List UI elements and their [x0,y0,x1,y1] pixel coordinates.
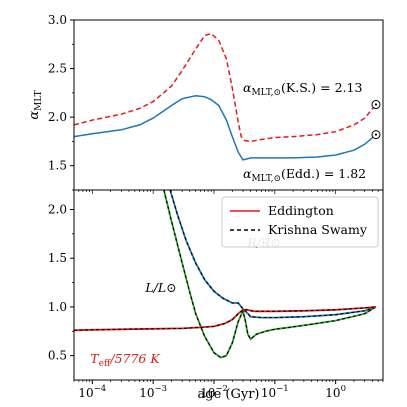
sun-marker-dot-1 [374,133,378,136]
label-teff: Teff/5776 K [90,351,160,369]
annotation-ks-part-1: MLT,⊙ [251,88,281,98]
bottom-frame [73,189,384,381]
xtick-label-exp-2: −2 [215,384,228,394]
bottom-series-overlay-2 [74,306,377,331]
xtick-label-exp-3: −1 [276,384,289,394]
top-ylabel-sub: MLT [34,90,44,110]
bottom-ytick-label-1: 1.0 [48,300,67,314]
bottom-ytick-label-0: 0.5 [48,349,67,363]
label-teff-part-2: /5776 K [109,351,160,366]
annotation-edd: αMLT,⊙(Edd.) = 1.82 [243,166,366,184]
top-ytick-label-3: 3.0 [48,13,67,27]
annotation-edd-part-2: (Edd.) = 1.82 [281,166,366,181]
xtick-label-4: 100 [325,384,346,400]
legend-box [221,196,379,248]
xtick-label-0: 10−4 [78,384,106,400]
legend: Eddington Krishna Swamy [221,196,379,248]
bottom-ytick-label-2: 1.5 [48,251,67,265]
xtick-label-base-3: 10 [261,386,276,400]
legend-label-1: Krishna Swamy [268,222,368,237]
xtick-label-exp-4: 0 [341,384,346,394]
xtick-label-1: 10−3 [139,384,167,400]
xtick-label-base-4: 10 [325,386,340,400]
annotation-edd-part-0: α [243,166,252,181]
top-series-line-1 [74,95,377,161]
annotation-ks: αMLT,⊙(K.S.) = 2.13 [243,80,362,98]
top-series-line-0 [74,32,377,143]
label-teff-part-0: T [90,351,100,366]
xtick-label-exp-1: −3 [155,384,168,394]
legend-label-0: Eddington [268,203,334,218]
label-teff-part-1: eff [99,359,111,369]
label-l-over-lsun: L/L⊙ [144,280,176,295]
top-ylabel-main: α [27,111,42,120]
top-ytick-label-2: 2.5 [48,62,67,76]
xtick-label-base-2: 10 [200,386,215,400]
xtick-label-2: 10−2 [200,384,228,400]
x-axis-label: age (Gyr) [198,387,260,402]
annotation-ks-part-2: (K.S.) = 2.13 [281,80,362,95]
sun-marker-dot-0 [374,103,378,106]
top-ylabel: αMLT [27,90,44,119]
annotation-ks-part-0: α [243,80,252,95]
xtick-label-3: 10−1 [261,384,289,400]
xtick-label-base-1: 10 [139,386,154,400]
top-ytick-label-0: 1.5 [48,159,67,173]
bottom-series-overlay-0 [169,190,377,319]
xtick-label-exp-0: −4 [94,384,107,394]
top-ytick-label-1: 2.0 [48,110,67,124]
bottom-series-overlay-1 [163,190,377,359]
annotation-edd-part-1: MLT,⊙ [251,174,281,184]
xtick-label-base-0: 10 [78,386,93,400]
bottom-ytick-label-3: 2.0 [48,202,67,216]
